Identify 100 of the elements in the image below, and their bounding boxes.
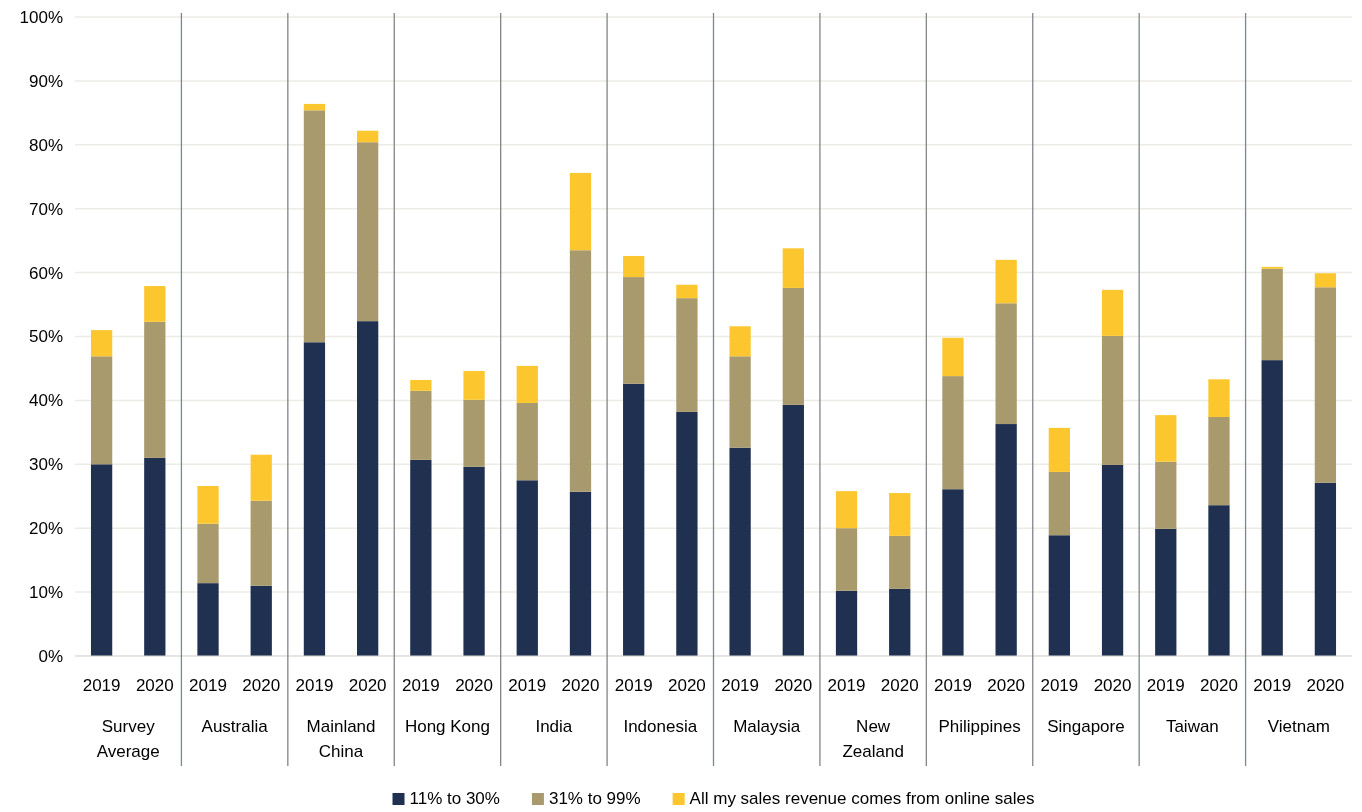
bar (995, 303, 1017, 425)
bar (889, 535, 911, 589)
x-tick-label: 2019 (721, 676, 760, 695)
bar (303, 342, 326, 656)
x-tick-label: 2019 (614, 676, 653, 695)
y-tick-label: 10% (28, 583, 63, 603)
bar (1048, 427, 1070, 472)
bar (569, 491, 592, 656)
bar (729, 356, 751, 448)
y-tick-label: 100% (19, 7, 63, 27)
bar (1101, 464, 1124, 656)
text: Australia (201, 717, 269, 736)
bar (942, 337, 964, 377)
bar (90, 330, 113, 357)
text: Mainland China (306, 717, 376, 761)
bar (516, 402, 538, 481)
x-tick-label: 2020 (135, 676, 174, 695)
bar (942, 489, 964, 656)
bar (676, 411, 698, 656)
y-tick-label: 60% (28, 263, 63, 283)
bar (623, 255, 645, 278)
x-tick-label: 2019 (82, 676, 121, 695)
bar (1101, 289, 1124, 336)
bar (197, 583, 219, 656)
x-tick-label: 2020 (348, 676, 387, 695)
bar (889, 493, 911, 536)
text: Malaysia (733, 717, 801, 736)
y-tick-label: 40% (28, 391, 63, 411)
bar (1155, 528, 1177, 656)
bar (1048, 471, 1070, 536)
x-tick-label: 2019 (401, 676, 440, 695)
bar (357, 142, 379, 322)
x-tick-label: 2020 (667, 676, 706, 695)
y-tick-label: 50% (28, 327, 63, 347)
text: Vietnam (1267, 717, 1330, 736)
x-tick-label: 2019 (508, 676, 547, 695)
bar (1261, 360, 1283, 656)
bar (1261, 268, 1283, 361)
x-tick-label: 2019 (827, 676, 866, 695)
bar (676, 298, 698, 412)
y-tick-label: 0% (38, 646, 63, 666)
x-tick-label: 2020 (455, 676, 493, 695)
bar (623, 277, 645, 384)
bar (835, 528, 858, 591)
bar (942, 376, 964, 490)
bar (1208, 379, 1230, 418)
x-tick-label: 2019 (189, 676, 227, 695)
bar (1208, 417, 1230, 506)
bar (729, 447, 751, 656)
bar (569, 172, 592, 251)
bar (516, 365, 538, 403)
legend-label: 31% to 99% (548, 789, 641, 808)
bar (90, 464, 113, 656)
bar (303, 110, 326, 343)
y-tick-label: 80% (28, 135, 63, 155)
bar (197, 486, 219, 524)
bar (995, 259, 1017, 304)
bar (463, 466, 485, 656)
x-tick-label: 2020 (880, 676, 919, 695)
x-tick-label: 2020 (1306, 676, 1345, 695)
text: Philippines (938, 717, 1021, 736)
bar (463, 399, 485, 467)
x-tick-label: 2019 (1146, 676, 1185, 695)
bar (623, 383, 645, 656)
text: Singapore (1047, 717, 1125, 736)
y-tick-label: 70% (28, 199, 63, 219)
bar (1155, 461, 1177, 529)
bar (676, 284, 698, 299)
bar (782, 287, 804, 405)
bar (1208, 505, 1230, 656)
bar (1314, 273, 1337, 288)
bar (1314, 482, 1337, 656)
text: Hong Kong (404, 717, 490, 736)
text: Survey Average (96, 717, 160, 761)
bar (197, 523, 219, 584)
x-tick-label: 2020 (1200, 676, 1238, 695)
bar (1048, 535, 1070, 656)
bar (410, 390, 432, 460)
legend-label: 11% to 30% (409, 789, 500, 808)
bar (995, 424, 1017, 656)
x-tick-label: 2020 (561, 676, 600, 695)
bar (463, 371, 485, 400)
bar (410, 459, 432, 656)
bar (1101, 335, 1124, 465)
bar (410, 379, 432, 391)
y-tick-label: 30% (28, 455, 63, 475)
y-tick-label: 90% (28, 71, 63, 91)
bar (835, 590, 858, 656)
legend-label: All my sales revenue comes from online sales (689, 789, 1035, 808)
bar (357, 130, 379, 143)
bar (729, 326, 751, 357)
bar (1155, 415, 1177, 462)
bar (1314, 287, 1337, 483)
text: India (535, 717, 573, 736)
bar (516, 480, 538, 656)
bar (303, 103, 326, 111)
bar (250, 500, 272, 586)
bar (250, 454, 272, 501)
x-tick-label: 2020 (242, 676, 281, 695)
bar (144, 286, 166, 322)
